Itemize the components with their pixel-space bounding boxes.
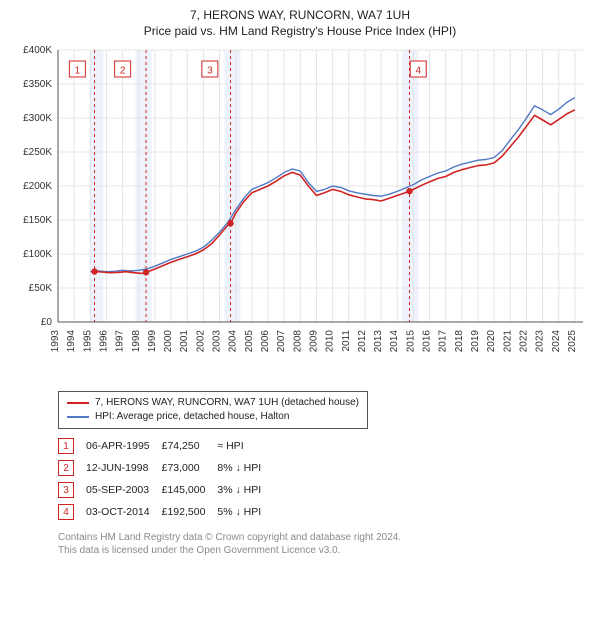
svg-text:2: 2 <box>120 66 126 77</box>
svg-text:2004: 2004 <box>228 330 239 353</box>
sale-price: £73,000 <box>162 457 218 479</box>
attribution: Contains HM Land Registry data © Crown c… <box>58 531 592 557</box>
svg-text:1998: 1998 <box>131 330 142 353</box>
sale-price: £145,000 <box>162 479 218 501</box>
sale-date: 06-APR-1995 <box>86 435 162 457</box>
svg-text:2023: 2023 <box>535 330 546 353</box>
svg-text:2015: 2015 <box>405 330 416 353</box>
sale-marker: 1 <box>58 438 74 454</box>
svg-text:2009: 2009 <box>308 330 319 353</box>
sale-marker: 4 <box>58 504 74 520</box>
sale-delta: ≈ HPI <box>217 435 273 457</box>
svg-text:2020: 2020 <box>486 330 497 353</box>
title-subtitle: Price paid vs. HM Land Registry's House … <box>8 24 592 38</box>
attribution-line1: Contains HM Land Registry data © Crown c… <box>58 531 592 544</box>
svg-text:£150K: £150K <box>23 215 52 226</box>
svg-text:2014: 2014 <box>389 330 400 353</box>
svg-text:2025: 2025 <box>567 330 578 353</box>
svg-text:1995: 1995 <box>82 330 93 353</box>
table-row: 1 06-APR-1995£74,250≈ HPI <box>58 435 273 457</box>
sale-delta: 8% ↓ HPI <box>217 457 273 479</box>
legend-label: 7, HERONS WAY, RUNCORN, WA7 1UH (detache… <box>95 396 359 410</box>
legend-item: HPI: Average price, detached house, Halt… <box>67 410 359 424</box>
svg-text:2019: 2019 <box>470 330 481 353</box>
sale-price: £192,500 <box>162 501 218 523</box>
table-row: 4 03-OCT-2014£192,5005% ↓ HPI <box>58 501 273 523</box>
svg-text:2011: 2011 <box>341 330 352 352</box>
svg-text:2022: 2022 <box>518 330 529 353</box>
svg-text:£300K: £300K <box>23 113 52 124</box>
price-chart: £0 £50K £100K £150K £200K £250K £300K £350K £400… <box>8 42 592 382</box>
sale-date: 05-SEP-2003 <box>86 479 162 501</box>
sale-marker: 2 <box>58 460 74 476</box>
chart-container: £0 £50K £100K £150K £200K £250K £300K £350K £400… <box>8 42 592 385</box>
svg-text:2003: 2003 <box>212 330 223 353</box>
legend: 7, HERONS WAY, RUNCORN, WA7 1UH (detache… <box>58 391 368 429</box>
table-row: 3 05-SEP-2003£145,0003% ↓ HPI <box>58 479 273 501</box>
svg-text:1: 1 <box>75 66 81 77</box>
sale-marker: 3 <box>58 482 74 498</box>
svg-text:£250K: £250K <box>23 147 52 158</box>
sale-delta: 5% ↓ HPI <box>217 501 273 523</box>
svg-text:1993: 1993 <box>50 330 61 353</box>
table-row: 2 12-JUN-1998£73,0008% ↓ HPI <box>58 457 273 479</box>
svg-text:£400K: £400K <box>23 45 52 56</box>
legend-label: HPI: Average price, detached house, Halt… <box>95 410 289 424</box>
svg-text:2008: 2008 <box>292 330 303 353</box>
svg-text:2006: 2006 <box>260 330 271 353</box>
svg-text:1999: 1999 <box>147 330 158 353</box>
svg-text:2013: 2013 <box>373 330 384 353</box>
svg-text:1996: 1996 <box>98 330 109 353</box>
svg-text:2005: 2005 <box>244 330 255 353</box>
svg-text:2002: 2002 <box>195 330 206 353</box>
svg-text:2021: 2021 <box>502 330 513 353</box>
legend-swatch <box>67 416 89 418</box>
sales-table: 1 06-APR-1995£74,250≈ HPI 2 12-JUN-1998£73,… <box>58 435 273 523</box>
svg-text:£350K: £350K <box>23 79 52 90</box>
sale-date: 12-JUN-1998 <box>86 457 162 479</box>
svg-text:2018: 2018 <box>454 330 465 353</box>
svg-text:2000: 2000 <box>163 330 174 353</box>
svg-text:4: 4 <box>415 66 421 77</box>
svg-text:£200K: £200K <box>23 181 52 192</box>
svg-text:2024: 2024 <box>551 330 562 353</box>
chart-titles: 7, HERONS WAY, RUNCORN, WA7 1UH Price pa… <box>8 8 592 38</box>
svg-text:2016: 2016 <box>422 330 433 353</box>
svg-text:2007: 2007 <box>276 330 287 353</box>
svg-text:£0: £0 <box>41 317 53 328</box>
title-address: 7, HERONS WAY, RUNCORN, WA7 1UH <box>8 8 592 22</box>
sale-price: £74,250 <box>162 435 218 457</box>
legend-item: 7, HERONS WAY, RUNCORN, WA7 1UH (detache… <box>67 396 359 410</box>
sale-delta: 3% ↓ HPI <box>217 479 273 501</box>
svg-text:2017: 2017 <box>438 330 449 353</box>
svg-text:2012: 2012 <box>357 330 368 353</box>
legend-swatch <box>67 402 89 404</box>
svg-text:1994: 1994 <box>66 330 77 353</box>
svg-text:2010: 2010 <box>325 330 336 353</box>
attribution-line2: This data is licensed under the Open Gov… <box>58 544 592 557</box>
svg-text:3: 3 <box>207 66 213 77</box>
svg-text:£50K: £50K <box>29 283 53 294</box>
svg-text:£100K: £100K <box>23 249 52 260</box>
sale-date: 03-OCT-2014 <box>86 501 162 523</box>
svg-text:2001: 2001 <box>179 330 190 353</box>
svg-text:1997: 1997 <box>115 330 126 353</box>
